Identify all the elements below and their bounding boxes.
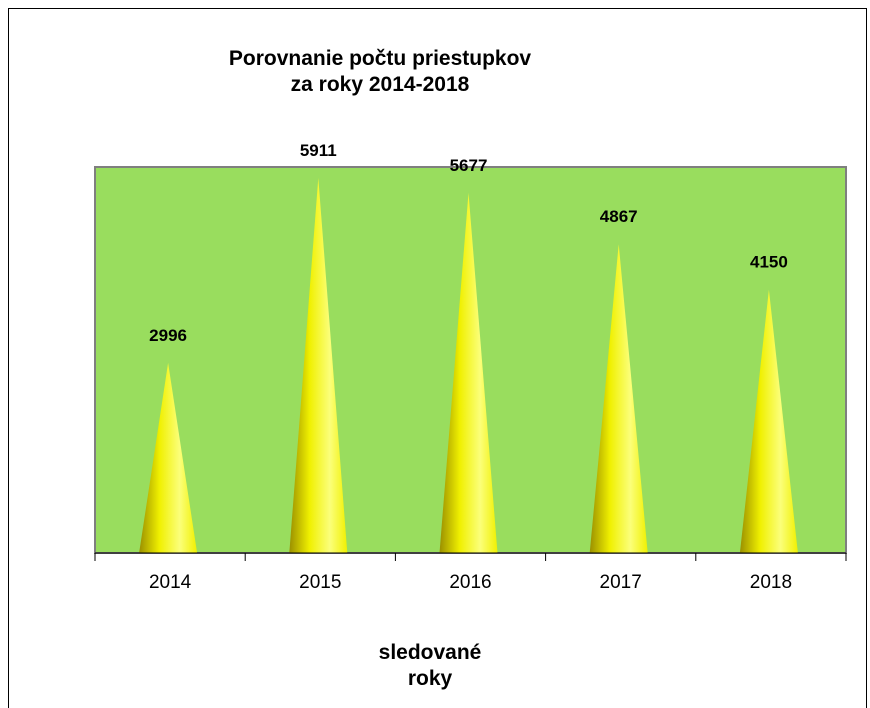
chart-title: Porovnanie počtu priestupkov za roky 201… bbox=[140, 46, 620, 98]
x-axis-title-line-2: roky bbox=[407, 667, 453, 690]
bar-2018 bbox=[739, 289, 798, 553]
data-label-2017: 4867 bbox=[600, 207, 638, 226]
x-tick-label-2015: 2015 bbox=[299, 572, 341, 593]
data-label-2018: 4150 bbox=[750, 253, 788, 272]
x-tick-label-2014: 2014 bbox=[149, 572, 192, 593]
data-label-2016: 5677 bbox=[450, 156, 488, 175]
data-label-2014: 2996 bbox=[149, 326, 187, 345]
bar-2014 bbox=[139, 362, 198, 553]
chart-title-line-2: za roky 2014-2018 bbox=[290, 73, 470, 96]
x-tick-label-2017: 2017 bbox=[600, 572, 642, 593]
x-axis-title-line-1: sledované bbox=[378, 641, 482, 664]
x-tick-label-2016: 2016 bbox=[449, 572, 491, 593]
bar-2015 bbox=[289, 178, 348, 553]
x-axis-title: sledované roky bbox=[320, 640, 540, 692]
bar-2017 bbox=[589, 244, 648, 553]
chart-title-line-1: Porovnanie počtu priestupkov bbox=[228, 47, 532, 70]
bar-2016 bbox=[439, 192, 498, 553]
data-label-2015: 5911 bbox=[300, 141, 337, 160]
x-tick-label-2018: 2018 bbox=[750, 572, 792, 593]
